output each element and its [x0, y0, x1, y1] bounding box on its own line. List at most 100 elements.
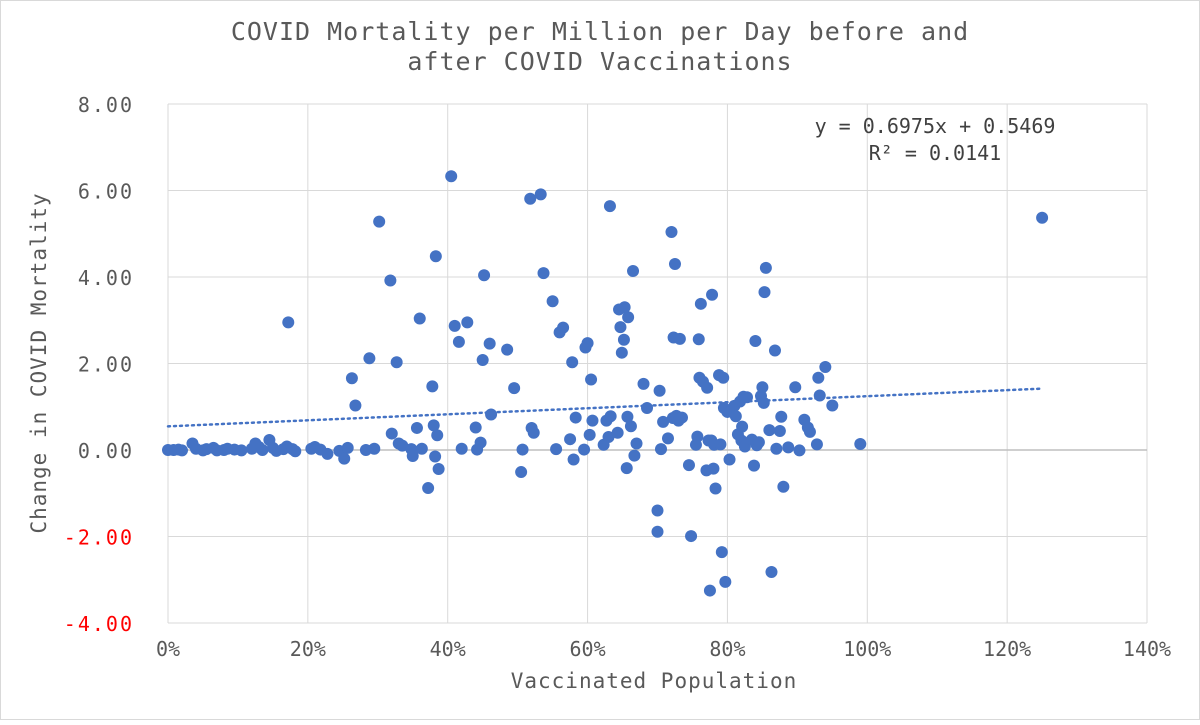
data-point — [483, 337, 496, 350]
y-tick-label: 2.00 — [78, 353, 134, 377]
data-point — [803, 425, 816, 438]
data-point — [534, 188, 547, 201]
data-point — [429, 450, 442, 463]
data-point — [622, 311, 635, 324]
data-point — [175, 444, 188, 457]
y-tick-label: 0.00 — [78, 439, 134, 463]
data-point — [363, 352, 376, 365]
data-point — [445, 170, 458, 183]
data-point — [569, 411, 582, 424]
data-point — [810, 438, 823, 451]
data-point — [694, 297, 707, 310]
trendline-equation: y = 0.6975x + 0.5469 — [815, 114, 1056, 138]
data-point — [410, 421, 423, 434]
data-point — [516, 443, 529, 456]
data-point — [685, 530, 698, 543]
data-point — [615, 346, 628, 359]
data-point — [515, 466, 528, 479]
data-point — [578, 443, 591, 456]
data-point — [813, 389, 826, 402]
data-point — [665, 226, 678, 239]
data-point — [431, 429, 444, 442]
data-point — [653, 384, 666, 397]
trendline-r-squared: R² = 0.0141 — [869, 141, 1001, 165]
data-point — [1036, 211, 1049, 224]
data-point — [714, 438, 727, 451]
data-point — [654, 443, 667, 456]
data-point — [537, 267, 550, 280]
data-point — [620, 462, 633, 475]
data-point — [476, 354, 489, 367]
data-point — [373, 215, 386, 228]
trendline-layer — [166, 387, 1044, 428]
data-point — [793, 444, 806, 457]
data-point — [703, 584, 716, 597]
data-point — [452, 335, 465, 348]
data-point — [701, 381, 714, 394]
data-point — [812, 371, 825, 384]
data-point — [235, 444, 248, 457]
data-point — [773, 424, 786, 437]
data-point — [413, 312, 426, 325]
data-point — [741, 391, 754, 404]
data-point — [390, 356, 403, 369]
data-point — [627, 264, 640, 277]
data-point — [641, 402, 654, 415]
data-point — [668, 258, 681, 271]
data-point — [603, 200, 616, 213]
data-point — [469, 421, 482, 434]
data-point — [422, 482, 435, 495]
x-tick-label: 80% — [709, 637, 745, 661]
y-tick-label: 8.00 — [78, 93, 134, 117]
data-point — [789, 381, 802, 394]
data-point — [384, 274, 397, 287]
data-point — [282, 316, 295, 329]
x-axis-ticks: 0% 20% 40% 60% 80% 100% 120% 140% — [156, 637, 1171, 661]
data-point — [586, 414, 599, 427]
data-point — [692, 333, 705, 346]
y-tick-label: 6.00 — [78, 180, 134, 204]
data-point — [675, 411, 688, 424]
data-point — [602, 431, 615, 444]
chart-title-line-1: COVID Mortality per Million per Day befo… — [231, 17, 969, 46]
data-point — [709, 482, 722, 495]
data-point — [717, 371, 730, 384]
data-point — [617, 333, 630, 346]
trendline — [166, 387, 1044, 428]
data-point — [567, 453, 580, 466]
data-point — [614, 321, 627, 334]
data-point — [557, 321, 570, 334]
data-point — [415, 442, 428, 455]
x-tick-label: 140% — [1123, 637, 1171, 661]
data-point — [396, 439, 409, 452]
data-point — [748, 459, 761, 472]
y-tick-label: -2.00 — [64, 526, 134, 550]
data-point — [775, 410, 788, 423]
x-tick-label: 0% — [156, 637, 180, 661]
x-tick-label: 20% — [290, 637, 326, 661]
data-point — [621, 410, 634, 423]
data-point — [768, 344, 781, 357]
data-point — [770, 442, 783, 455]
data-point — [682, 459, 695, 472]
data-point — [429, 250, 442, 263]
data-point — [719, 575, 732, 588]
data-point — [581, 337, 594, 350]
data-point — [707, 462, 720, 475]
data-point — [527, 426, 540, 439]
y-tick-label: -4.00 — [64, 612, 134, 636]
data-point — [427, 419, 440, 432]
data-point — [341, 441, 354, 454]
data-point — [854, 437, 867, 450]
data-points — [162, 170, 1049, 597]
data-point — [624, 420, 637, 433]
data-point — [321, 447, 334, 460]
y-tick-label: 4.00 — [78, 266, 134, 290]
data-point — [338, 452, 351, 465]
data-point — [765, 565, 778, 578]
data-point — [524, 192, 537, 205]
data-point — [628, 449, 641, 462]
y-axis-ticks: 8.00 6.00 4.00 2.00 0.00 -2.00 -4.00 — [64, 93, 134, 636]
chart-title-line-2: after COVID Vaccinations — [407, 47, 792, 76]
